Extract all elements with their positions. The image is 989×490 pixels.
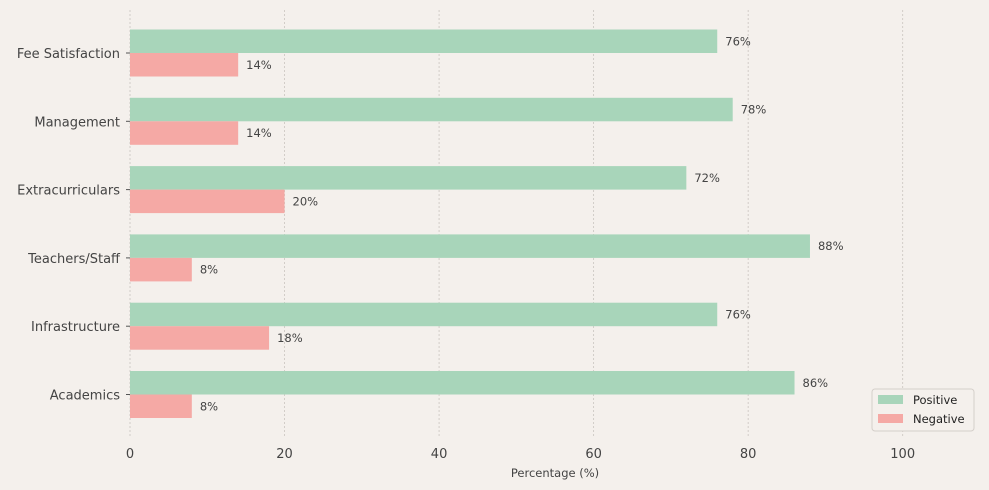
data-label-negative: 8% [200,399,218,413]
x-tick-label: 0 [126,447,134,462]
x-tick-label: 100 [890,447,915,462]
bar-positive [130,97,733,122]
bar-negative [130,121,239,145]
data-label-positive: 78% [741,103,767,117]
category-label: Infrastructure [31,320,120,335]
data-label-positive: 76% [725,34,751,48]
data-label-negative: 14% [246,126,272,140]
x-tick-label: 60 [585,447,602,462]
legend-swatch-positive [878,395,903,404]
data-label-positive: 76% [725,307,751,321]
legend: Positive Negative [871,388,975,432]
grid-layer [129,10,904,436]
category-label: Management [34,115,120,130]
x-tick-label: 80 [740,447,757,462]
category-label: Teachers/Staff [27,252,121,267]
data-label-negative: 18% [277,331,303,345]
bar-positive [130,29,718,53]
bar-negative [130,53,239,77]
category-label: Fee Satisfaction [17,47,120,62]
data-label-positive: 88% [818,239,844,253]
data-label-negative: 20% [293,194,319,208]
bar-negative [130,189,285,214]
data-label-positive: 86% [803,376,829,390]
category-label: Extracurriculars [17,184,120,199]
legend-label-negative: Negative [913,412,965,426]
bar-negative [130,326,270,350]
data-label-negative: 8% [200,263,218,277]
bar-positive [130,302,718,327]
bar-layer [130,29,810,418]
data-label-positive: 72% [694,171,720,185]
bar-negative [130,257,192,282]
bar-negative [130,394,192,418]
axis-layer: 0 20 40 60 80 100 Fee Satisfaction Management Ex… [17,47,915,462]
bar-positive [130,371,795,395]
category-label: Academics [50,389,120,404]
bar-positive [130,166,687,190]
x-axis-title: Percentage (%) [511,466,599,480]
x-tick-label: 40 [431,447,448,462]
data-label-negative: 14% [246,58,272,72]
legend-swatch-negative [878,414,903,423]
legend-label-positive: Positive [913,393,957,407]
bar-positive [130,234,810,258]
label-layer: 76% 14% 78% 14% 72% 20% 88% 8% 76% 18% 86% 8% [200,34,844,413]
x-tick-label: 20 [276,447,293,462]
